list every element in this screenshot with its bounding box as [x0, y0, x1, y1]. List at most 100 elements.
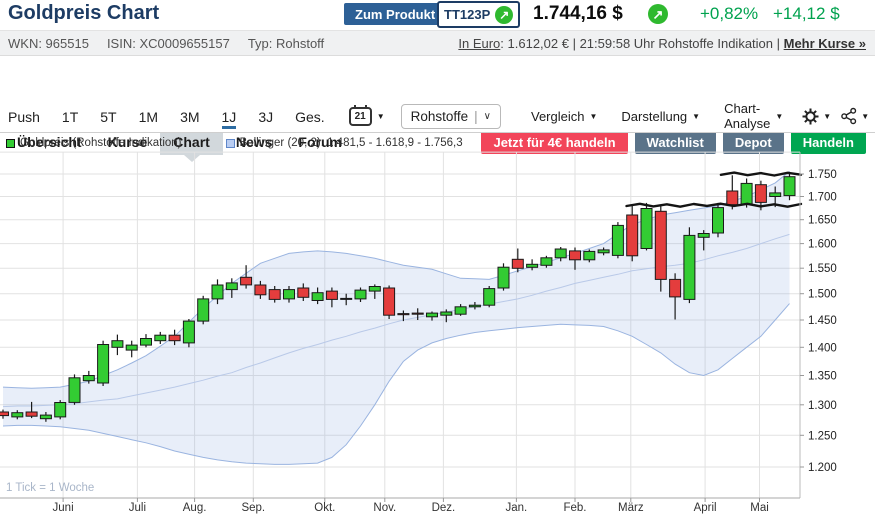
menu-vergleich[interactable]: Vergleich ▼: [531, 109, 597, 124]
menu-label: Vergleich: [531, 108, 585, 124]
x-tick-label: Sep.: [241, 502, 265, 514]
chart-toolbar: Push 1T 5T 1M 3M 1J 3J Ges. 21 ▼ Rohstoffe | ∨ …: [0, 100, 875, 133]
x-tick-label: März: [618, 502, 644, 514]
instrument-select[interactable]: Rohstoffe | ∨: [400, 103, 501, 129]
y-tick-label: 1.300: [808, 400, 837, 412]
product-code-label: TT123P: [444, 7, 491, 22]
jetzt-f-r-4-handeln-button[interactable]: Jetzt für 4€ handeln: [481, 131, 628, 154]
tab-kurse[interactable]: Kurse: [107, 134, 148, 150]
y-tick-label: 1.600: [808, 239, 837, 251]
candle-body: [511, 258, 524, 269]
interval-note: 1 Tick = 1 Woche: [6, 482, 94, 494]
candle-body: [740, 182, 753, 205]
range-1t[interactable]: 1T: [61, 108, 79, 125]
change-absolute: +14,12 $: [773, 4, 840, 23]
candle-body: [325, 290, 338, 300]
range-push[interactable]: Push: [8, 108, 40, 125]
legend-item: Bollinger (20, 2): 1.481,5 - 1.618,9 - 1…: [225, 137, 463, 149]
candle-body: [197, 298, 210, 322]
tab-bersicht[interactable]: Übersicht: [17, 134, 82, 150]
triangle-down-icon: ▼: [589, 111, 598, 121]
current-price: 1.744,16 $: [533, 3, 623, 24]
candle-body: [526, 263, 539, 268]
calendar-icon: 21: [348, 104, 372, 126]
candle-body: [426, 312, 438, 318]
tab-forum[interactable]: Forum: [298, 134, 342, 150]
candle-body: [268, 289, 281, 300]
nav-row: Übersicht Kurse Chart News Forum Jetzt für 4…: [0, 56, 875, 162]
candle-body: [397, 313, 410, 316]
legend-label: Bollinger (20, 2): 1.481,5 - 1.618,9 - 1…: [239, 137, 463, 149]
wkn-value: WKN: 965515: [8, 35, 89, 51]
candle-body: [497, 266, 510, 289]
range-1j[interactable]: 1J: [221, 104, 237, 129]
in-euro-link[interactable]: In Euro: [458, 35, 501, 51]
range-5t[interactable]: 5T: [100, 108, 117, 125]
chart-legend: Goldpreis (Rohstoffe Indikation) Bollinge…: [6, 137, 463, 149]
chart-annotation-line[interactable]: [625, 202, 803, 208]
share-button[interactable]: ▼: [840, 107, 869, 125]
candle-body: [554, 248, 567, 259]
zum-produkt-button[interactable]: Zum Produkt: [344, 3, 447, 25]
legend-label: Goldpreis (Rohstoffe Indikation): [20, 137, 182, 149]
range-ges[interactable]: Ges.: [295, 108, 325, 125]
x-tick-label: Jan.: [506, 502, 528, 514]
y-tick-label: 1.450: [808, 315, 837, 327]
page-title: Goldpreis Chart: [8, 2, 160, 24]
typ-value: Typ: Rohstoff: [247, 35, 325, 51]
x-tick-label: April: [694, 502, 717, 514]
candle-body: [597, 249, 610, 254]
candle-body: [225, 282, 238, 291]
action-buttons: Jetzt für 4€ handeln Watchlist Depot Handel…: [481, 131, 866, 154]
range-1m[interactable]: 1M: [138, 108, 159, 125]
candle-body: [754, 184, 767, 203]
mehr-kurse-link[interactable]: Mehr Kurse »: [783, 35, 866, 51]
price-up-arrow-icon: ↗: [495, 5, 514, 24]
candle-body: [783, 176, 796, 197]
candle-body: [340, 297, 353, 300]
candle-body: [540, 257, 553, 266]
tab-news[interactable]: News: [235, 134, 273, 150]
watchlist-button[interactable]: Watchlist: [634, 131, 716, 154]
instrument-info-bar: WKN: 965515 ISIN: XC0009655157 Typ: Rohs…: [0, 30, 875, 56]
y-tick-label: 1.700: [808, 192, 837, 204]
candle-body: [68, 377, 81, 403]
x-tick-label: Okt.: [314, 502, 335, 514]
range-3m[interactable]: 3M: [180, 108, 200, 125]
share-icon: [841, 107, 857, 125]
menu-chart-analyse[interactable]: Chart-Analyse ▼: [724, 101, 783, 131]
menu-label: Chart-Analyse: [724, 101, 771, 131]
candle-body: [111, 340, 124, 348]
candle-body: [0, 411, 9, 417]
depot-button[interactable]: Depot: [722, 131, 784, 154]
y-tick-label: 1.650: [808, 215, 837, 227]
x-tick-label: Juli: [129, 502, 146, 514]
nav-tabs: Übersicht Kurse Chart News Forum: [4, 130, 355, 162]
range-3j[interactable]: 3J: [258, 108, 274, 125]
candle-body: [383, 287, 396, 316]
product-code-badge[interactable]: TT123P ↗: [437, 1, 521, 28]
candle-body: [354, 289, 367, 300]
x-tick-label: Dez.: [432, 502, 456, 514]
triangle-down-icon: ▼: [692, 111, 701, 121]
settings-button[interactable]: ▼: [801, 107, 831, 126]
tool-icons: ▼ ▼ ▼: [801, 107, 875, 126]
candle-body: [611, 224, 624, 256]
candle-body: [411, 312, 424, 315]
legend-item: Goldpreis (Rohstoffe Indikation): [6, 137, 182, 149]
chart-menus: Vergleich ▼ Darstellung ▼ Chart-Analyse ▼: [531, 101, 783, 131]
y-tick-label: 1.500: [808, 289, 837, 301]
date-picker[interactable]: 21 ▼: [348, 104, 385, 126]
chart-annotation-line[interactable]: [719, 171, 803, 177]
candle-body: [97, 344, 110, 384]
handeln-button[interactable]: Handeln: [790, 131, 866, 154]
candle-body: [769, 192, 782, 197]
menu-darstellung[interactable]: Darstellung ▼: [621, 109, 700, 124]
gear-icon: [802, 108, 819, 124]
candle-body: [583, 250, 596, 261]
legend-swatch: [6, 138, 15, 148]
y-tick-label: 1.350: [808, 371, 837, 383]
tab-chart[interactable]: Chart: [160, 130, 223, 162]
